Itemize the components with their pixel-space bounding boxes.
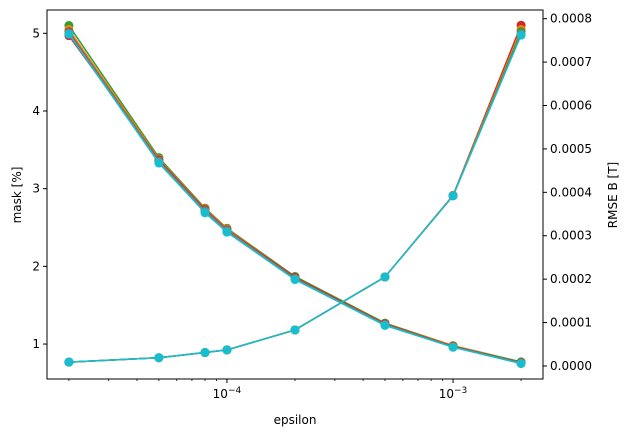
- right-y-tick-label: 0.0004: [550, 185, 592, 199]
- data-point: [448, 342, 458, 352]
- data-point: [200, 208, 210, 218]
- right-y-tick-label: 0.0003: [550, 229, 592, 243]
- data-point: [290, 325, 300, 335]
- left-y-tick-label: 4: [32, 104, 40, 118]
- series-right-10: [64, 30, 526, 367]
- right-y-axis: 0.0000 0.0001 0.0002 0.0003 0.0004 0.0005 0.00…: [543, 12, 592, 373]
- right-y-tick-label: 0.0006: [550, 99, 592, 113]
- series-line: [68, 33, 522, 365]
- data-point: [516, 358, 526, 368]
- data-point: [222, 345, 232, 355]
- series-layer: [64, 20, 526, 368]
- data-point: [380, 272, 390, 282]
- data-point: [448, 191, 458, 201]
- x-tick-label: 10−4: [213, 386, 242, 401]
- data-point: [222, 227, 232, 237]
- data-point: [154, 158, 164, 168]
- data-point: [200, 348, 210, 358]
- left-y-tick-label: 1: [32, 337, 40, 351]
- series-left-5: [64, 29, 526, 368]
- x-axis-label: epsilon: [274, 413, 317, 427]
- data-point: [516, 30, 526, 40]
- left-y-axis-label: mask [%]: [10, 167, 24, 224]
- data-point: [290, 275, 300, 285]
- x-tick-label: 10−3: [439, 386, 468, 401]
- data-point: [64, 357, 74, 367]
- right-y-tick-label: 0.0008: [550, 12, 592, 26]
- data-point: [380, 320, 390, 330]
- right-y-tick-label: 0.0001: [550, 316, 592, 330]
- right-y-tick-label: 0.0007: [550, 55, 592, 69]
- series-line: [68, 34, 522, 363]
- x-axis: 10−4 10−3: [68, 379, 522, 401]
- data-point: [154, 353, 164, 363]
- right-y-tick-label: 0.0005: [550, 142, 592, 156]
- data-point: [64, 29, 74, 39]
- left-y-tick-label: 3: [32, 182, 40, 196]
- right-y-tick-label: 0.0000: [550, 359, 592, 373]
- left-y-tick-label: 2: [32, 259, 40, 273]
- right-y-axis-label: RMSE B [T]: [606, 162, 620, 228]
- left-y-tick-label: 5: [32, 26, 40, 40]
- left-y-axis: 1 2 3 4 5: [32, 26, 47, 351]
- right-y-tick-label: 0.0002: [550, 272, 592, 286]
